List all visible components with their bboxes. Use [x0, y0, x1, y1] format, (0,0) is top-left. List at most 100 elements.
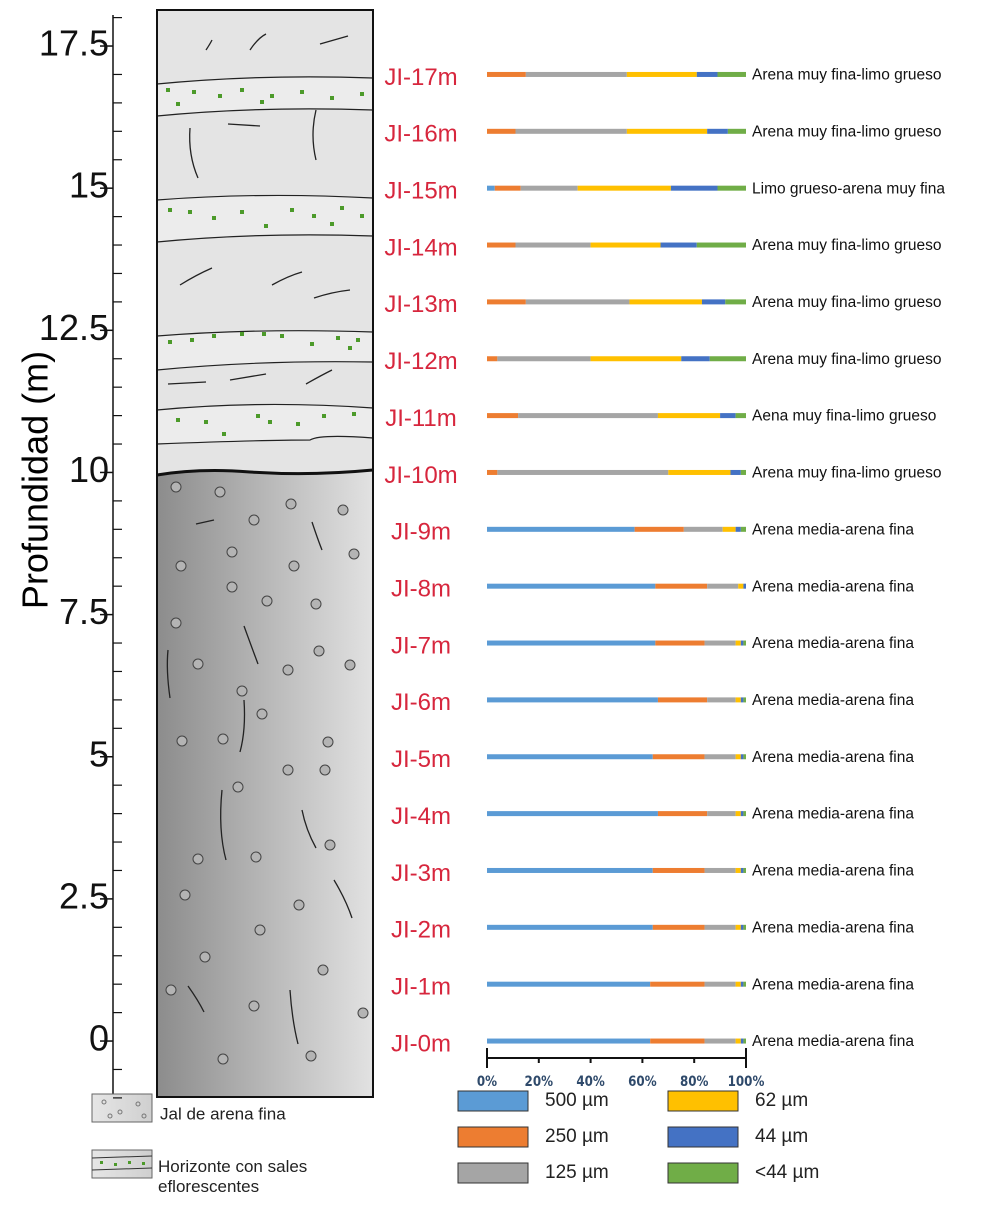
bar-segment — [487, 867, 653, 873]
y-tick-label: 0 — [89, 1018, 109, 1059]
bar-segment — [696, 242, 746, 248]
texture-label: Arena muy fina-limo grueso — [752, 237, 942, 254]
texture-label: Arena muy fina-limo grueso — [752, 67, 942, 84]
bar-segment — [487, 185, 495, 191]
texture-label: Arena media-arena fina — [752, 521, 914, 538]
texture-label: Limo grueso-arena muy fina — [752, 180, 945, 197]
sample-label: JI-9m — [391, 519, 451, 546]
y-tick-label: 7.5 — [59, 591, 109, 632]
bar-segment — [629, 299, 702, 305]
bar-segment — [740, 526, 746, 532]
bar-segment — [515, 128, 627, 134]
bar-segment — [707, 697, 736, 703]
bar-segment — [720, 413, 736, 419]
bar-segment — [717, 185, 746, 191]
sample-label: JI-5m — [391, 746, 451, 773]
bar-segment — [487, 640, 656, 646]
bar-segment — [735, 754, 741, 760]
texture-label: Arena muy fina-limo grueso — [752, 123, 942, 140]
bar-segment — [487, 242, 516, 248]
bar-segment — [657, 697, 708, 703]
bar-segment — [525, 71, 627, 77]
bar-segment — [730, 469, 741, 475]
bar-segment — [740, 924, 744, 930]
texture-label: Arena media-arena fina — [752, 578, 914, 595]
legend-swatch — [667, 1090, 739, 1112]
bar-segment — [515, 242, 591, 248]
bar-segment — [657, 413, 721, 419]
bar-segment — [735, 526, 741, 532]
bar-segment — [668, 469, 731, 475]
bar-segment — [743, 867, 746, 873]
x-tick-label: 40% — [576, 1074, 604, 1090]
bar-segment — [735, 924, 741, 930]
sample-label: JI-16m — [384, 121, 457, 148]
bar-segment — [740, 1038, 744, 1044]
bar-segment — [735, 413, 746, 419]
sample-label: JI-8m — [391, 576, 451, 603]
texture-label: Arena media-arena fina — [752, 749, 914, 766]
bar-segment — [670, 185, 718, 191]
bar-segment — [487, 71, 526, 77]
bar-segment — [707, 811, 736, 817]
bar-segment — [696, 71, 718, 77]
sample-label: JI-13m — [384, 291, 457, 318]
texture-label: Arena muy fina-limo grueso — [752, 351, 942, 368]
bar-segment — [655, 583, 708, 589]
bar-segment — [487, 811, 658, 817]
bar-segment — [650, 981, 705, 987]
bar-segment — [681, 356, 710, 362]
bar-segment — [487, 299, 526, 305]
bar-segment — [740, 754, 744, 760]
bar-segment — [717, 71, 746, 77]
sample-label: JI-10m — [384, 462, 457, 489]
bar-segment — [683, 526, 723, 532]
y-tick-label: 17.5 — [39, 23, 109, 64]
bar-segment — [743, 583, 746, 589]
bar-segment — [740, 469, 746, 475]
bar-segment — [487, 1038, 651, 1044]
bar-segment — [518, 413, 658, 419]
texture-label: Aena muy fina-limo grueso — [752, 408, 936, 425]
texture-label: Arena media-arena fina — [752, 863, 914, 880]
bar-segment — [740, 811, 744, 817]
legend-swatch — [457, 1126, 529, 1148]
bar-segment — [652, 754, 705, 760]
bar-segment — [707, 128, 728, 134]
texture-label: Arena media-arena fina — [752, 806, 914, 823]
bar-segment — [487, 697, 658, 703]
bar-segment — [704, 1038, 736, 1044]
sample-label: JI-2m — [391, 917, 451, 944]
bar-segment — [735, 811, 741, 817]
sample-label: JI-11m — [385, 405, 457, 432]
bar-segment — [487, 469, 498, 475]
bar-segment — [743, 697, 746, 703]
texture-label: Arena media-arena fina — [752, 919, 914, 936]
legend-swatch — [667, 1162, 739, 1184]
sample-label: JI-3m — [391, 860, 451, 887]
legend: Jal de arena fina Horizonte con sales ef… — [91, 1093, 307, 1196]
legend-label: 44 µm — [755, 1126, 808, 1147]
sample-label: JI-17m — [384, 64, 457, 91]
sample-label: JI-12m — [384, 348, 457, 375]
sample-label: JI-0m — [391, 1030, 451, 1057]
bar-segment — [743, 1038, 746, 1044]
bar-segment — [722, 526, 736, 532]
sample-label: JI-6m — [391, 689, 451, 716]
bar-segment — [525, 299, 630, 305]
bar-segment — [740, 981, 744, 987]
bar-segment — [487, 924, 653, 930]
bar-segment — [652, 867, 705, 873]
bar-segment — [743, 754, 746, 760]
x-tick-label: 100% — [728, 1074, 765, 1090]
bar-segment — [657, 811, 708, 817]
bar-segment — [652, 924, 705, 930]
legend-label: Jal de arena fina — [160, 1104, 286, 1123]
legend-label: <44 µm — [755, 1162, 819, 1183]
legend-swatch — [667, 1126, 739, 1148]
bar-segment — [735, 640, 741, 646]
bar-segment — [735, 981, 741, 987]
bar-segment — [487, 128, 516, 134]
bar-segment — [727, 128, 746, 134]
